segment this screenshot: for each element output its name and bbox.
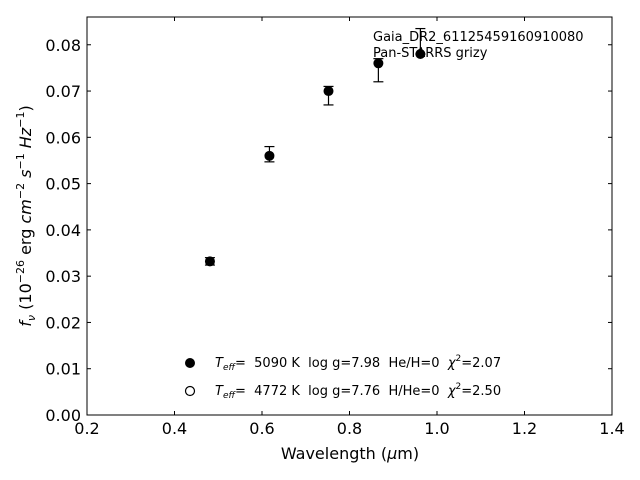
legend-marker-filled [185, 358, 195, 368]
y-tick-label: 0.05 [45, 175, 81, 194]
legend-entry-2: Teff= 4772 K log g=7.76 H/He=0 χ2=2.50 [215, 382, 501, 401]
y-tick-label: 0.08 [45, 36, 81, 55]
annotation-object-name: Gaia_DR2_61125459160910080 [373, 30, 584, 45]
data-point-filled [323, 86, 334, 97]
legend-entry-1: Teff= 5090 K log g=7.98 He/H=0 χ2=2.07 [215, 354, 501, 373]
y-tick-label: 0.03 [45, 267, 81, 286]
x-tick-label: 0.8 [337, 419, 362, 438]
x-tick-label: 0.2 [74, 419, 99, 438]
plot-area [86, 16, 613, 416]
y-tick-label: 0.01 [45, 360, 81, 379]
data-point-filled [264, 150, 275, 161]
x-axis-ticks: 0.2 0.4 0.6 0.8 1.0 1.2 1.4 [74, 17, 625, 438]
data-point-filled [373, 58, 384, 69]
data-point-filled [204, 256, 215, 267]
y-tick-label: 0.00 [45, 406, 81, 425]
data-points [204, 49, 426, 267]
y-axis-ticks: 0.00 0.01 0.02 0.03 0.04 0.05 0.06 0.07 0.08 [45, 36, 612, 425]
y-tick-label: 0.07 [45, 82, 81, 101]
x-tick-label: 1.0 [424, 419, 449, 438]
y-tick-label: 0.04 [45, 221, 81, 240]
x-tick-label: 1.4 [599, 419, 624, 438]
x-axis-label: Wavelength (μm) [281, 444, 419, 463]
annotation-photometry: Pan-STARRS grizy [373, 46, 488, 61]
legend-marker-open [184, 385, 196, 397]
y-tick-label: 0.02 [45, 313, 81, 332]
data-point-filled [415, 49, 426, 60]
legend: Teff= 5090 K log g=7.98 He/H=0 χ2=2.07 T… [184, 354, 501, 401]
y-axis-label: fν (10−26 erg cm−2 s−1 Hz−1) [14, 105, 38, 326]
x-tick-label: 1.2 [512, 419, 537, 438]
x-tick-label: 0.6 [249, 419, 274, 438]
y-tick-label: 0.06 [45, 128, 81, 147]
x-tick-label: 0.4 [162, 419, 187, 438]
